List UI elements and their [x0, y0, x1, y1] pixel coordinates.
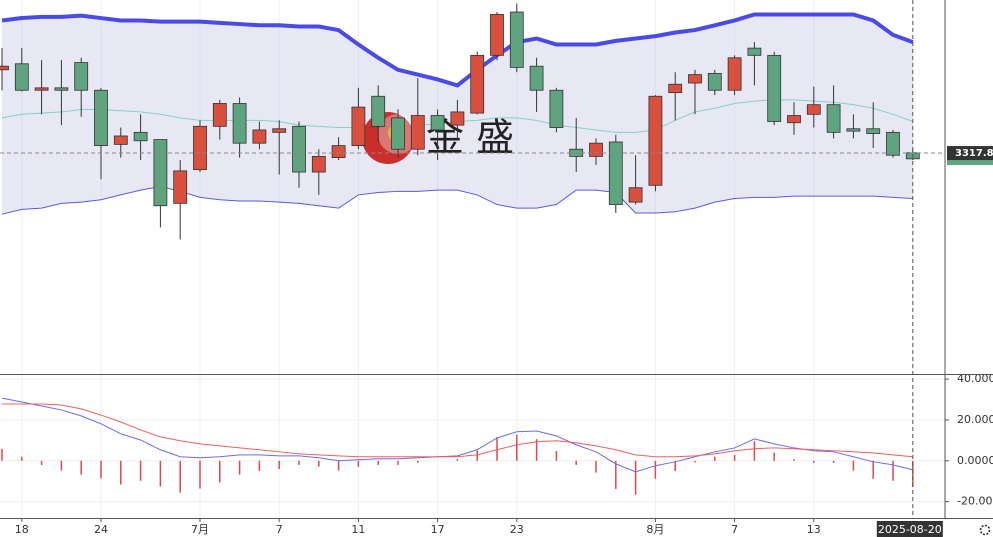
candle-body — [549, 89, 564, 128]
y-tick-label: 0.0000 — [957, 454, 993, 467]
candle-body — [153, 139, 168, 207]
candle-body — [173, 170, 188, 204]
candle-body — [886, 131, 900, 156]
band-line — [1, 12, 914, 88]
candle-body — [846, 128, 861, 132]
candle-body — [113, 135, 128, 145]
x-tick-label: 18 — [15, 523, 29, 536]
macd-line — [2, 403, 913, 458]
candle-body — [589, 142, 603, 157]
candle-body — [193, 125, 207, 171]
candle-body — [509, 11, 524, 68]
candle-body — [232, 103, 247, 144]
candle-body — [74, 62, 89, 91]
candle-body — [351, 106, 366, 146]
candle-body — [688, 74, 702, 84]
candle-body — [628, 187, 643, 203]
x-tick-label: 7 — [276, 523, 283, 536]
candle-body — [272, 128, 287, 133]
x-tick-label: 24 — [94, 523, 108, 536]
candle-body — [331, 145, 346, 159]
y-tick-label: 40.0000 — [957, 372, 993, 385]
y-tick-label: 20.0000 — [957, 413, 993, 426]
candle-body — [529, 65, 544, 91]
candle-body — [767, 54, 782, 122]
x-tick-label: 13 — [807, 523, 821, 536]
candle-body — [133, 131, 148, 142]
x-tick-label: 7 — [731, 523, 738, 536]
price-label: 3317.8 — [955, 148, 993, 159]
candle-body — [0, 65, 9, 71]
candle-body — [94, 89, 108, 146]
candle-body — [34, 87, 49, 91]
candle-body — [54, 87, 69, 91]
candle-body — [806, 104, 821, 115]
candle-body — [430, 115, 445, 131]
candle-body — [292, 125, 306, 173]
candle-body — [826, 104, 841, 133]
candle-body — [391, 117, 405, 150]
candle-body — [410, 115, 425, 150]
candle-body — [252, 129, 267, 144]
candle-body — [311, 156, 326, 173]
y-tick-label: -20.0000 — [957, 495, 993, 508]
x-tick-label: 2025-08-20 — [878, 523, 942, 536]
candle-body — [747, 47, 762, 56]
price-label-bg — [947, 146, 993, 161]
candle-body — [212, 103, 227, 127]
candle-body — [490, 14, 504, 56]
x-tick-label: 8月 — [646, 523, 664, 536]
candle-body — [608, 141, 623, 205]
macd-line — [1, 397, 913, 473]
x-tick-label: 11 — [351, 523, 365, 536]
x-tick-label: 17 — [431, 523, 445, 536]
candle-body — [470, 54, 485, 114]
candle-body — [866, 128, 881, 134]
candle-body — [727, 57, 742, 91]
candle-body — [371, 95, 386, 127]
candle-body — [14, 63, 29, 91]
candle-body — [450, 111, 465, 126]
x-tick-label: 7月 — [191, 523, 209, 536]
candle-body — [648, 95, 663, 186]
candle-body — [668, 83, 683, 94]
date-label-bg — [876, 521, 943, 537]
candle-body — [787, 115, 801, 124]
x-tick-label: 23 — [510, 523, 524, 536]
candle-body — [707, 72, 722, 91]
settings-icon — [979, 524, 991, 536]
